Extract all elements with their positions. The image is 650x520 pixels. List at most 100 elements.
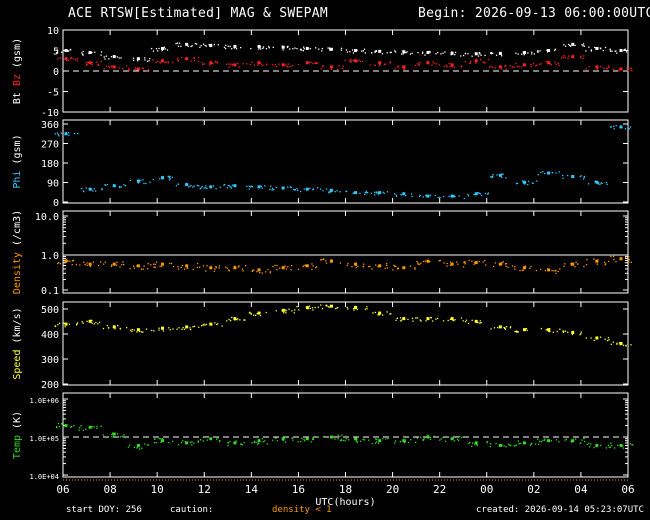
data-point — [82, 429, 85, 431]
data-point — [537, 50, 539, 52]
data-point — [161, 262, 165, 266]
data-point — [451, 51, 453, 53]
data-point — [110, 65, 113, 68]
data-point — [297, 189, 299, 192]
y-tick-label: 0.1 — [41, 286, 59, 297]
data-point — [428, 50, 431, 53]
data-point — [437, 196, 439, 199]
data-point — [169, 262, 171, 265]
data-point — [159, 438, 162, 440]
data-point — [196, 266, 198, 269]
data-point — [562, 177, 564, 179]
data-point — [211, 323, 213, 326]
data-point — [299, 190, 302, 193]
data-point — [330, 68, 333, 70]
data-point — [501, 444, 503, 446]
data-point — [176, 328, 178, 330]
data-point — [426, 317, 430, 321]
data-point — [465, 319, 468, 321]
data-point — [257, 61, 261, 65]
data-point — [153, 263, 155, 265]
y-axis-label-part: Phi — [12, 171, 23, 189]
data-point — [484, 62, 486, 64]
data-point — [257, 185, 261, 189]
data-point — [444, 51, 446, 53]
data-point — [340, 49, 343, 51]
data-point — [630, 67, 632, 70]
data-point — [187, 45, 189, 47]
data-point — [266, 443, 268, 445]
data-point — [158, 329, 160, 331]
data-point — [622, 447, 624, 449]
data-point — [196, 184, 198, 187]
data-point — [309, 48, 311, 50]
data-point — [416, 317, 418, 319]
data-point — [177, 183, 179, 185]
data-point — [206, 439, 208, 441]
data-point — [210, 45, 212, 47]
data-point — [103, 56, 105, 58]
data-point — [228, 63, 230, 65]
data-point — [91, 64, 93, 66]
data-point — [414, 441, 417, 444]
y-axis-label: Density (/cm3) — [12, 210, 23, 294]
data-point — [630, 344, 632, 346]
data-point — [457, 263, 459, 265]
data-point — [415, 317, 417, 319]
data-point — [237, 62, 239, 65]
data-point — [607, 444, 610, 446]
data-point — [233, 266, 237, 270]
data-point — [450, 437, 454, 441]
data-point — [253, 441, 256, 444]
data-point — [523, 54, 525, 56]
data-point — [70, 49, 72, 51]
data-point — [216, 61, 218, 63]
data-point — [86, 264, 88, 267]
data-point — [346, 306, 348, 309]
data-point — [251, 442, 253, 444]
data-point — [286, 436, 288, 439]
data-point — [133, 329, 135, 331]
data-point — [586, 259, 588, 261]
data-point — [377, 314, 379, 316]
data-point — [257, 268, 261, 272]
data-point — [147, 263, 149, 265]
data-point — [449, 318, 452, 321]
data-point — [330, 66, 333, 68]
data-point — [429, 438, 432, 440]
data-point — [572, 176, 574, 179]
data-point — [498, 65, 502, 69]
data-point — [197, 60, 200, 62]
data-point — [265, 48, 268, 50]
data-point — [545, 329, 547, 331]
data-point — [617, 70, 620, 72]
data-point — [54, 133, 56, 135]
data-point — [284, 309, 286, 311]
data-point — [468, 259, 470, 262]
data-point — [603, 261, 606, 264]
y-axis-label: Bt Bz (gsm) — [12, 38, 23, 104]
data-point — [56, 52, 58, 54]
data-point — [440, 53, 442, 55]
data-point — [228, 66, 230, 68]
data-point — [294, 189, 296, 191]
data-point — [134, 68, 136, 71]
data-point — [217, 323, 219, 325]
data-point — [355, 440, 357, 442]
y-axis-label-part: (gsm) — [12, 38, 23, 74]
data-point — [531, 51, 533, 53]
data-point — [390, 313, 392, 315]
data-point — [377, 193, 380, 195]
data-point — [386, 191, 389, 193]
data-point — [221, 325, 223, 327]
data-point — [101, 188, 103, 190]
data-point — [505, 265, 507, 267]
data-point — [202, 440, 204, 442]
data-point — [607, 336, 610, 339]
data-point — [450, 262, 454, 266]
data-point — [249, 311, 251, 314]
data-point — [501, 261, 503, 264]
data-point — [171, 440, 174, 443]
data-point — [627, 70, 629, 72]
data-point — [583, 55, 585, 57]
